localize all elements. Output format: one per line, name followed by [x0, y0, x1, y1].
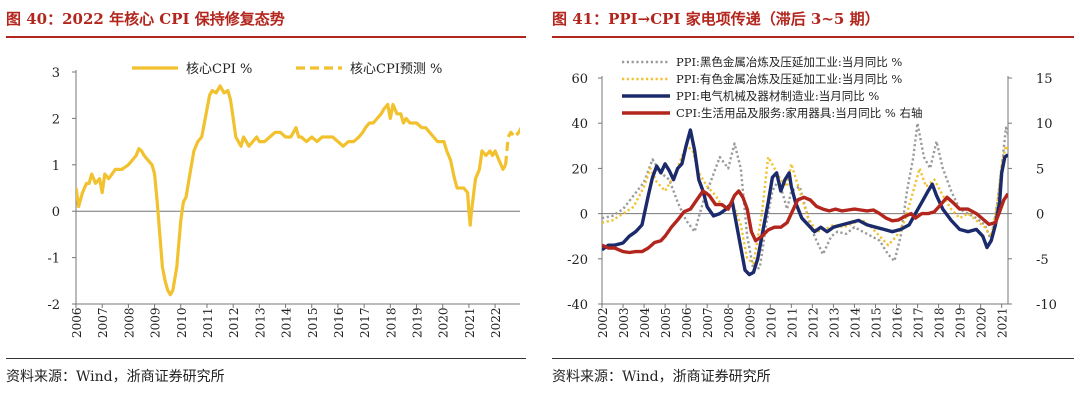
left-y-tick-label: -2 — [47, 298, 60, 313]
left-x-tick-label: 2008 — [122, 307, 136, 338]
left-y-tick-label: -1 — [47, 252, 60, 267]
right-x-tick-label: 2020 — [975, 307, 989, 338]
right-x-tick-label: 2014 — [848, 307, 862, 338]
right-legend-label-3: PPI:电气机械及器材制造业:当月同比 % — [676, 89, 879, 103]
left-x-tick-label: 2019 — [411, 307, 425, 338]
right-legend-label-2: PPI:有色金属冶炼及压延加工业:当月同比 % — [676, 72, 902, 86]
left-chart: -2 -1 0 1 2 3 2006 2007 2008 2009 2010 2011 2012 2013… — [47, 62, 520, 338]
left-x-tick-label: 2010 — [175, 307, 189, 338]
right-right-y-tick-label: -5 — [1036, 253, 1049, 268]
right-x-tick-label: 2007 — [701, 307, 715, 338]
left-x-tick-label: 2014 — [280, 307, 294, 338]
right-x-tick-label: 2008 — [722, 307, 736, 338]
right-left-y-tick-label: 0 — [580, 208, 588, 223]
right-series-line-3 — [602, 128, 1008, 277]
right-left-y-tick-label: 40 — [571, 117, 588, 132]
right-right-y-tick-label: 5 — [1036, 162, 1044, 177]
left-x-tick-label: 2022 — [489, 307, 503, 338]
right-legend-label-1: PPI:黑色金属冶炼及压延加工业:当月同比 % — [676, 55, 902, 69]
right-x-tick-label: 2006 — [680, 307, 694, 338]
left-y-tick-label: 3 — [52, 66, 60, 81]
left-series-line-2 — [504, 126, 520, 165]
right-bottom-rule — [552, 358, 1074, 359]
left-x-tick-label: 2007 — [96, 307, 110, 338]
left-y-tick-label: 0 — [52, 205, 60, 220]
right-x-tick-label: 2012 — [806, 307, 820, 338]
right-right-y-tick-label: 10 — [1036, 117, 1053, 132]
right-left-y-tick-label: 60 — [571, 72, 588, 87]
right-x-tick-label: 2015 — [869, 307, 883, 338]
left-x-tick-label: 2013 — [253, 307, 267, 338]
right-source: 资料来源：Wind，浙商证券研究所 — [552, 369, 771, 385]
right-left-y-tick-label: -20 — [567, 253, 588, 268]
left-x-tick-label: 2015 — [306, 307, 320, 338]
left-y-tick-label: 2 — [52, 112, 60, 127]
right-series-line-4 — [602, 189, 1008, 255]
right-right-y-tick-label: -10 — [1036, 298, 1057, 313]
right-x-tick-label: 2005 — [659, 307, 673, 338]
right-x-tick-label: 2003 — [617, 307, 631, 338]
right-x-tick-label: 2013 — [827, 307, 841, 338]
right-left-y-tick-label: -40 — [567, 298, 588, 313]
right-x-tick-label: 2010 — [764, 307, 778, 338]
left-x-tick-label: 2017 — [358, 307, 372, 338]
left-legend-label-2: 核心CPI预测 % — [350, 62, 442, 77]
right-x-tick-label: 2018 — [933, 307, 947, 338]
right-x-tick-label: 2004 — [638, 307, 652, 338]
right-x-tick-label: 2009 — [743, 307, 757, 338]
right-title-rule — [552, 36, 1074, 38]
left-x-tick-label: 2018 — [384, 307, 398, 338]
left-x-tick-label: 2020 — [437, 307, 451, 338]
right-left-y-tick-label: 20 — [571, 162, 588, 177]
left-x-tick-label: 2009 — [149, 307, 163, 338]
right-legend-label-4: CPI:生活用品及服务:家用器具:当月同比 % 右轴 — [676, 106, 922, 120]
left-x-tick-label: 2011 — [201, 307, 215, 338]
right-series-line-1 — [602, 122, 1008, 272]
left-x-tick-label: 2012 — [227, 307, 241, 338]
left-series-line-1 — [76, 84, 507, 297]
right-chart-title: 图 41：PPI→CPI 家电项传递（滞后 3~5 期） — [552, 10, 880, 28]
left-bottom-rule — [6, 358, 526, 359]
right-chart: -40 -20 0 20 40 60 -10 -5 0 5 10 15 2002 2003 2004 2005… — [567, 55, 1057, 338]
right-x-tick-label: 2016 — [891, 307, 905, 338]
right-x-tick-label: 2017 — [912, 307, 926, 338]
right-x-tick-label: 2019 — [954, 307, 968, 338]
left-chart-title: 图 40：2022 年核心 CPI 保持修复态势 — [6, 10, 285, 28]
left-x-tick-label: 2021 — [463, 307, 477, 338]
left-title-rule — [6, 36, 526, 38]
right-x-tick-label: 2002 — [596, 307, 610, 338]
right-series-line-2 — [602, 144, 1008, 265]
right-x-tick-label: 2011 — [785, 307, 799, 338]
left-legend-label-1: 核心CPI % — [186, 62, 252, 77]
left-x-tick-label: 2016 — [332, 307, 346, 338]
right-right-y-tick-label: 15 — [1036, 72, 1053, 87]
left-y-tick-label: 1 — [52, 159, 60, 174]
left-source: 资料来源：Wind，浙商证券研究所 — [6, 369, 225, 385]
left-x-tick-label: 2006 — [70, 307, 84, 338]
right-x-tick-label: 2021 — [996, 307, 1010, 338]
right-right-y-tick-label: 0 — [1036, 208, 1044, 223]
